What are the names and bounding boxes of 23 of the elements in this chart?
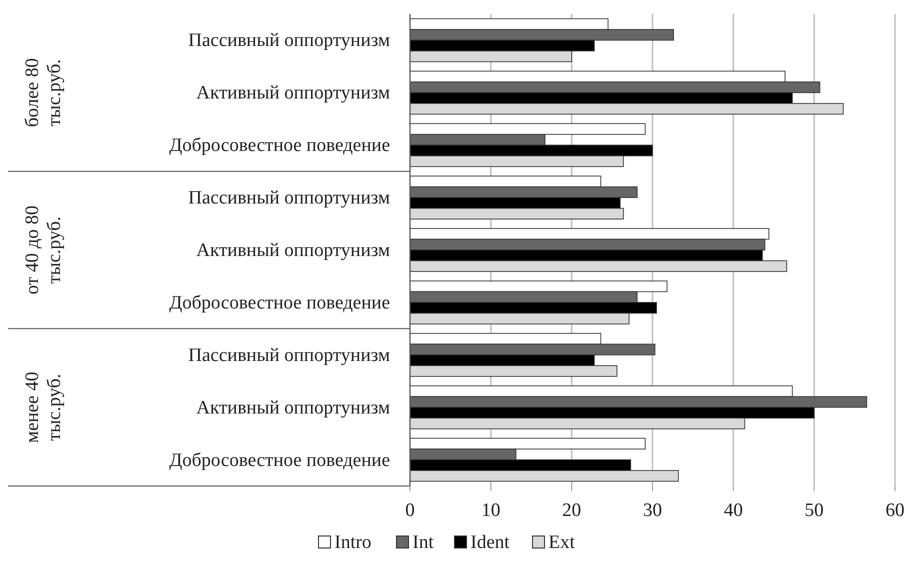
legend-label: Int: [412, 532, 434, 553]
x-tick-label: 20: [562, 500, 582, 521]
y-tick-label: Пассивный оппортунизм: [188, 188, 390, 209]
y-tick-label: Пассивный оппортунизм: [188, 344, 390, 366]
x-tick-label: 0: [405, 500, 415, 521]
y-tick-label: Активный оппортунизм: [196, 240, 390, 261]
legend-label: Intro: [334, 532, 372, 553]
y-tick-label: Активный оппортунизм: [196, 397, 390, 418]
y-tick-label: Пассивный оппортунизм: [188, 30, 390, 52]
legend-label: Ext: [548, 532, 576, 553]
text: более 80 тыс.руб.: [22, 58, 65, 128]
x-tick-label: 60: [886, 500, 904, 521]
text: менее 40 тыс.руб.: [22, 372, 65, 443]
x-tick-label: 10: [481, 500, 500, 521]
y-tick-label: Добросовестное поведение: [169, 135, 390, 156]
x-tick-label: 40: [724, 500, 743, 521]
y-tick-label: Добросовестное поведение: [169, 292, 390, 314]
y-tick-label: Активный оппортунизм: [196, 82, 390, 104]
x-tick-label: 30: [643, 500, 662, 521]
legend-label: Ident: [470, 532, 510, 553]
text: от 40 до 80 тыс.руб.: [22, 206, 65, 294]
y-tick-label: Добросовестное поведение: [169, 450, 390, 471]
x-tick-label: 50: [804, 500, 824, 521]
